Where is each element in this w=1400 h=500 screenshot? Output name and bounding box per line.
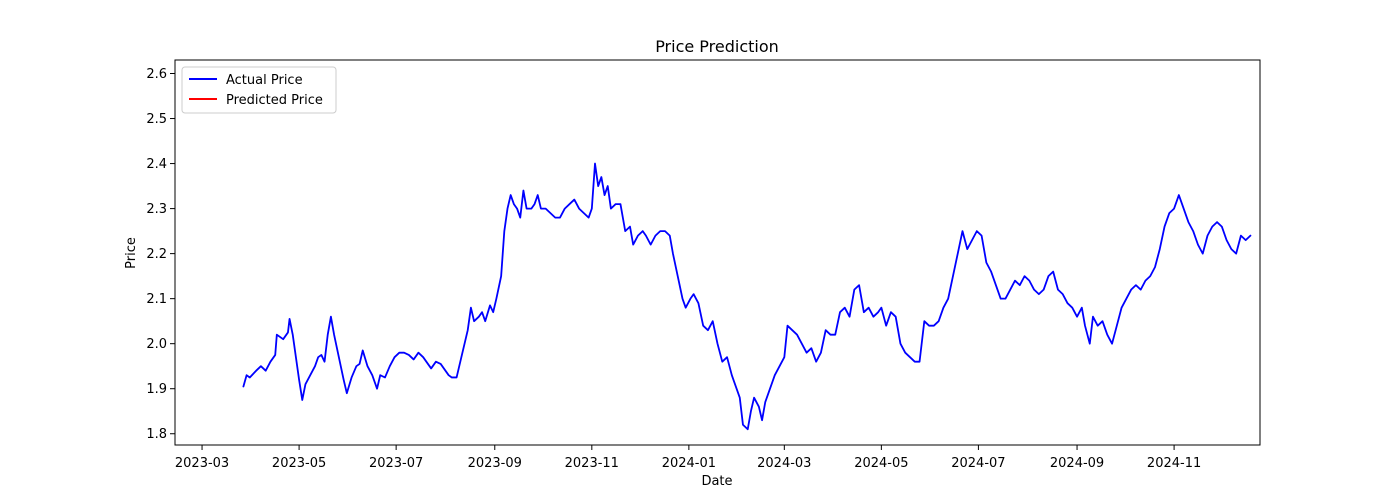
plot-area-frame: [174, 59, 1261, 446]
series-line-actual-price: [242, 162, 1252, 431]
chart-title: Price Prediction: [655, 37, 779, 56]
x-axis: 2023-03 2023-05 2023-07 2023-09 2023-11 2024-…: [175, 445, 1201, 471]
x-tick-label: 2024-01: [662, 456, 716, 471]
x-tick-label: 2024-03: [757, 456, 811, 471]
y-tick-label: 2.4: [146, 157, 167, 172]
series-layer: [242, 162, 1252, 431]
x-tick-label: 2023-11: [565, 456, 619, 471]
legend-box: [181, 66, 337, 114]
x-tick-label: 2023-07: [369, 456, 423, 471]
x-tick-label: 2024-05: [854, 456, 908, 471]
y-tick-label: 1.9: [146, 382, 167, 397]
y-tick-label: 1.8: [146, 427, 167, 442]
x-tick-label: 2023-03: [175, 456, 229, 471]
y-tick-label: 2.2: [146, 247, 167, 262]
legend-label-predicted-price: Predicted Price: [226, 93, 323, 108]
chart-title-layer: Price Prediction: [655, 37, 779, 56]
y-axis-title: Price: [124, 237, 139, 269]
y-tick-label: 2.3: [146, 202, 167, 217]
legend: Actual Price Predicted Price: [181, 66, 337, 114]
y-axis: 1.8 1.9 2.0 2.1 2.2 2.3 2.4 2.5 2.6: [146, 67, 175, 442]
x-tick-label: 2024-11: [1147, 456, 1201, 471]
x-tick-label: 2024-07: [951, 456, 1005, 471]
x-tick-label: 2023-09: [468, 456, 522, 471]
y-tick-label: 2.5: [146, 112, 167, 127]
x-axis-title: Date: [701, 474, 732, 489]
x-tick-label: 2023-05: [272, 456, 326, 471]
y-tick-label: 2.0: [146, 337, 167, 352]
x-tick-label: 2024-09: [1050, 456, 1104, 471]
legend-label-actual-price: Actual Price: [226, 73, 303, 88]
y-tick-label: 2.1: [146, 292, 167, 307]
y-tick-label: 2.6: [146, 67, 167, 82]
